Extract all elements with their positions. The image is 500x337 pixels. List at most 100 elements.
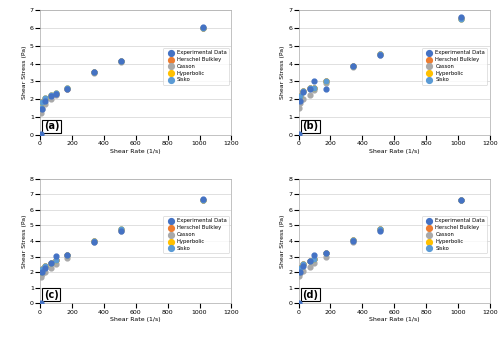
Hyperbolic xyxy=(199,25,207,31)
Herschel Bulkley xyxy=(376,51,384,57)
Sisko xyxy=(52,90,60,96)
Herschel Bulkley xyxy=(41,96,49,102)
Legend: Experimental Data, Herschel Bulkley, Casson, Hyperbolic, Sisko: Experimental Data, Herschel Bulkley, Cas… xyxy=(422,216,488,253)
Herschel Bulkley xyxy=(38,99,46,104)
Hyperbolic xyxy=(296,93,304,98)
Hyperbolic xyxy=(47,92,55,97)
Herschel Bulkley xyxy=(376,226,384,232)
Experimental Data xyxy=(37,131,45,137)
Herschel Bulkley xyxy=(63,252,71,258)
Y-axis label: Shear Stress (Pa): Shear Stress (Pa) xyxy=(280,214,285,268)
Hyperbolic xyxy=(458,16,466,22)
Herschel Bulkley xyxy=(296,266,304,271)
Hyperbolic xyxy=(296,266,304,271)
Casson xyxy=(376,227,384,233)
Hyperbolic xyxy=(118,58,126,64)
Hyperbolic xyxy=(47,260,55,266)
Casson xyxy=(306,264,314,269)
Casson xyxy=(38,271,46,276)
Herschel Bulkley xyxy=(52,91,60,97)
Herschel Bulkley xyxy=(306,258,314,264)
Casson xyxy=(63,87,71,92)
Y-axis label: Shear Stress (Pa): Shear Stress (Pa) xyxy=(22,46,27,99)
Sisko xyxy=(300,89,308,94)
Sisko xyxy=(296,97,304,103)
Hyperbolic xyxy=(41,96,49,101)
Experimental Data xyxy=(47,93,55,98)
Hyperbolic xyxy=(38,266,46,272)
Y-axis label: Shear Stress (Pa): Shear Stress (Pa) xyxy=(280,46,285,99)
Experimental Data xyxy=(310,252,318,258)
Experimental Data xyxy=(349,238,357,244)
Herschel Bulkley xyxy=(296,269,304,275)
Casson xyxy=(52,92,60,97)
Casson xyxy=(349,239,357,244)
Experimental Data xyxy=(300,89,308,95)
Text: (c): (c) xyxy=(44,289,59,300)
Herschel Bulkley xyxy=(199,25,207,31)
Sisko xyxy=(41,263,49,269)
Hyperbolic xyxy=(376,226,384,232)
Hyperbolic xyxy=(310,256,318,262)
Sisko xyxy=(310,256,318,262)
Sisko xyxy=(349,238,357,243)
Herschel Bulkley xyxy=(349,238,357,243)
Sisko xyxy=(310,85,318,90)
Casson xyxy=(296,273,304,279)
Herschel Bulkley xyxy=(41,263,49,269)
Sisko xyxy=(37,105,45,111)
Legend: Experimental Data, Herschel Bulkley, Casson, Hyperbolic, Sisko: Experimental Data, Herschel Bulkley, Cas… xyxy=(164,216,229,253)
Sisko xyxy=(296,93,304,98)
Herschel Bulkley xyxy=(458,198,466,203)
Hyperbolic xyxy=(300,89,308,94)
Casson xyxy=(322,254,330,259)
Experimental Data xyxy=(38,106,46,112)
Herschel Bulkley xyxy=(306,86,314,91)
Experimental Data xyxy=(322,86,330,91)
Text: (a): (a) xyxy=(44,121,60,131)
Hyperbolic xyxy=(63,86,71,91)
Experimental Data xyxy=(296,300,304,305)
Text: (b): (b) xyxy=(302,121,318,131)
Casson xyxy=(118,59,126,64)
Herschel Bulkley xyxy=(37,106,45,112)
Sisko xyxy=(458,16,466,22)
Experimental Data xyxy=(199,196,207,202)
Hyperbolic xyxy=(38,99,46,104)
Herschel Bulkley xyxy=(322,79,330,84)
Hyperbolic xyxy=(310,85,318,90)
Sisko xyxy=(118,58,126,64)
Sisko xyxy=(41,96,49,101)
Casson xyxy=(38,106,46,112)
Experimental Data xyxy=(376,52,384,57)
Casson xyxy=(300,96,308,102)
Experimental Data xyxy=(63,86,71,91)
Hyperbolic xyxy=(52,90,60,96)
Hyperbolic xyxy=(41,263,49,269)
Experimental Data xyxy=(41,266,49,271)
Herschel Bulkley xyxy=(52,258,60,263)
Casson xyxy=(306,92,314,97)
Sisko xyxy=(47,260,55,266)
Herschel Bulkley xyxy=(90,238,98,244)
X-axis label: Shear Rate (1/s): Shear Rate (1/s) xyxy=(369,149,420,154)
Sisko xyxy=(296,269,304,275)
Herschel Bulkley xyxy=(322,251,330,256)
Experimental Data xyxy=(296,269,304,275)
Herschel Bulkley xyxy=(349,64,357,69)
Hyperbolic xyxy=(322,79,330,84)
Hyperbolic xyxy=(306,258,314,264)
Sisko xyxy=(306,86,314,91)
Herschel Bulkley xyxy=(63,86,71,91)
Casson xyxy=(296,105,304,111)
Hyperbolic xyxy=(300,262,308,267)
Sisko xyxy=(306,258,314,264)
Casson xyxy=(458,198,466,203)
Herschel Bulkley xyxy=(310,256,318,262)
Hyperbolic xyxy=(349,238,357,243)
Experimental Data xyxy=(458,14,466,20)
Herschel Bulkley xyxy=(38,266,46,272)
Experimental Data xyxy=(306,258,314,264)
Casson xyxy=(458,16,466,21)
Experimental Data xyxy=(52,253,60,258)
